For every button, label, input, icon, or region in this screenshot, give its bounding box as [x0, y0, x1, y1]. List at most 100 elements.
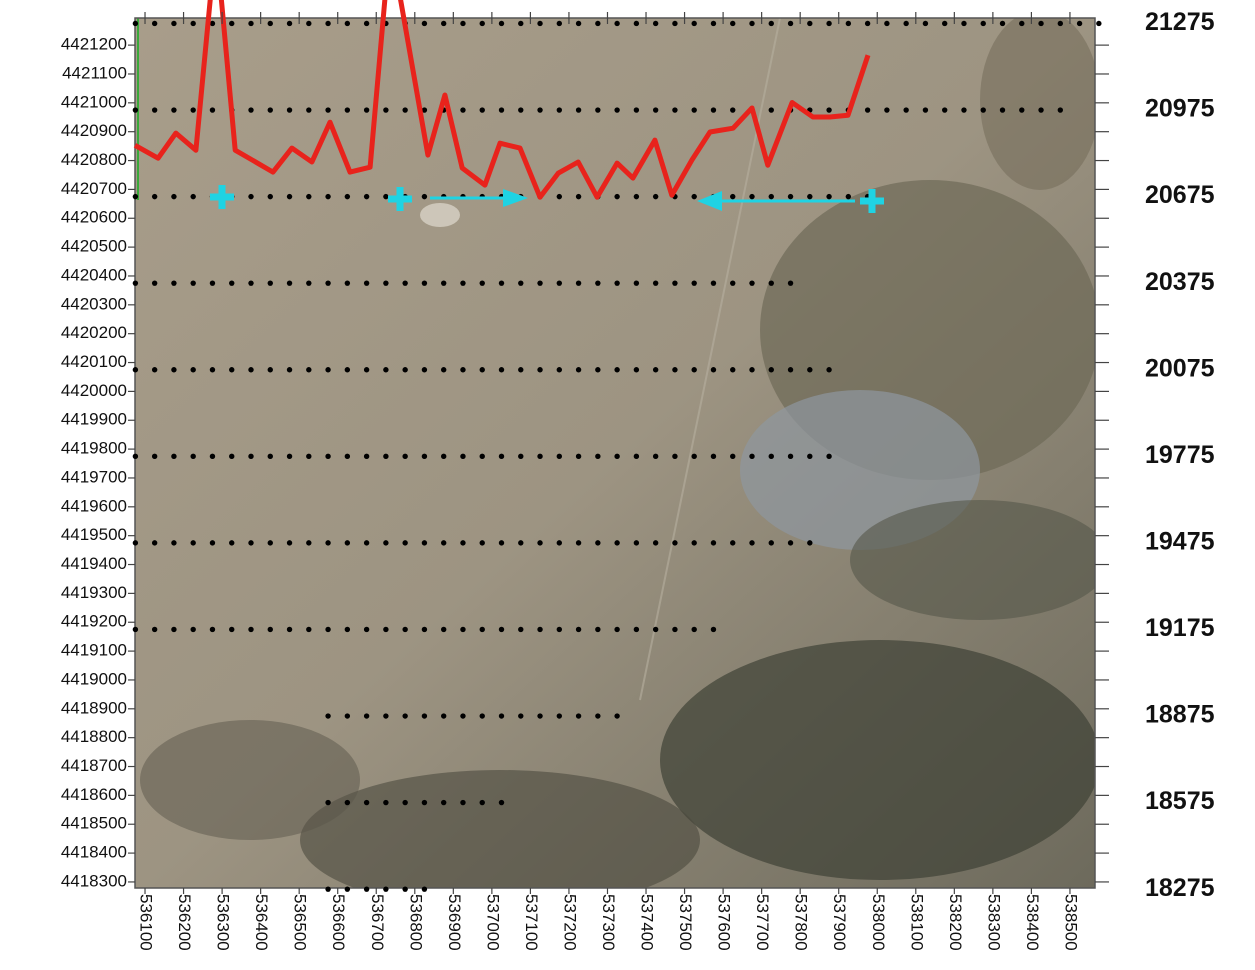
station-point — [345, 800, 350, 805]
station-point — [1058, 21, 1063, 26]
station-point — [383, 107, 388, 112]
station-point — [229, 454, 234, 459]
station-point — [653, 194, 658, 199]
station-point — [557, 454, 562, 459]
station-point — [595, 280, 600, 285]
station-point — [325, 280, 330, 285]
station-point — [537, 280, 542, 285]
station-point — [595, 107, 600, 112]
station-point — [576, 194, 581, 199]
station-point — [480, 21, 485, 26]
station-point — [345, 21, 350, 26]
station-point — [788, 194, 793, 199]
station-point — [614, 367, 619, 372]
station-point — [499, 627, 504, 632]
station-point — [268, 280, 273, 285]
station-point — [422, 713, 427, 718]
station-point — [499, 540, 504, 545]
station-point — [287, 540, 292, 545]
station-point — [691, 107, 696, 112]
station-point — [364, 886, 369, 891]
station-point — [268, 454, 273, 459]
station-point — [383, 367, 388, 372]
station-point — [306, 280, 311, 285]
station-point — [287, 280, 292, 285]
station-point — [422, 800, 427, 805]
station-point — [383, 713, 388, 718]
x-tick-label: 537800 — [792, 894, 811, 951]
station-point — [961, 21, 966, 26]
station-point — [364, 540, 369, 545]
station-point — [557, 107, 562, 112]
station-point — [480, 367, 485, 372]
station-point — [422, 886, 427, 891]
station-point — [210, 540, 215, 545]
station-point — [345, 540, 350, 545]
terrain — [135, 10, 1110, 910]
station-point — [691, 627, 696, 632]
station-point — [345, 280, 350, 285]
station-point — [325, 713, 330, 718]
y-tick-label: 4420400 — [61, 265, 127, 284]
x-tick-label: 538200 — [946, 894, 965, 951]
y-tick-label: 4418900 — [61, 698, 127, 717]
station-point — [691, 367, 696, 372]
station-point — [557, 367, 562, 372]
station-point — [749, 540, 754, 545]
station-point — [557, 713, 562, 718]
station-point — [634, 540, 639, 545]
station-point — [537, 713, 542, 718]
station-point — [480, 540, 485, 545]
station-point — [171, 540, 176, 545]
station-point — [422, 454, 427, 459]
station-point — [634, 627, 639, 632]
station-point — [769, 21, 774, 26]
station-point — [345, 713, 350, 718]
station-point — [595, 367, 600, 372]
station-point — [653, 280, 658, 285]
station-point — [614, 194, 619, 199]
station-point — [152, 540, 157, 545]
station-point — [537, 540, 542, 545]
station-point — [672, 21, 677, 26]
station-point — [345, 627, 350, 632]
station-point — [364, 454, 369, 459]
station-point — [364, 800, 369, 805]
station-point — [518, 454, 523, 459]
station-point — [210, 627, 215, 632]
station-point — [672, 280, 677, 285]
station-point — [788, 367, 793, 372]
x-tick-label: 536100 — [137, 894, 156, 951]
y-tick-label: 4419600 — [61, 496, 127, 515]
station-point — [460, 21, 465, 26]
station-point — [383, 454, 388, 459]
station-point — [653, 21, 658, 26]
station-point — [190, 454, 195, 459]
station-point — [325, 21, 330, 26]
station-point — [268, 367, 273, 372]
station-point — [826, 367, 831, 372]
station-point — [325, 540, 330, 545]
station-point — [402, 800, 407, 805]
station-point — [981, 107, 986, 112]
station-point — [441, 454, 446, 459]
station-point — [614, 280, 619, 285]
station-point — [691, 194, 696, 199]
station-point — [364, 280, 369, 285]
station-point — [402, 107, 407, 112]
y-tick-label: 4420900 — [61, 121, 127, 140]
station-point — [846, 194, 851, 199]
station-point — [229, 280, 234, 285]
station-point — [749, 194, 754, 199]
station-point — [171, 627, 176, 632]
station-point — [190, 627, 195, 632]
station-point — [248, 21, 253, 26]
station-point — [402, 367, 407, 372]
station-point — [749, 280, 754, 285]
y2-tick-label: 18875 — [1145, 701, 1215, 729]
station-point — [441, 21, 446, 26]
station-point — [691, 21, 696, 26]
station-point — [306, 194, 311, 199]
station-point — [325, 107, 330, 112]
station-point — [133, 21, 138, 26]
